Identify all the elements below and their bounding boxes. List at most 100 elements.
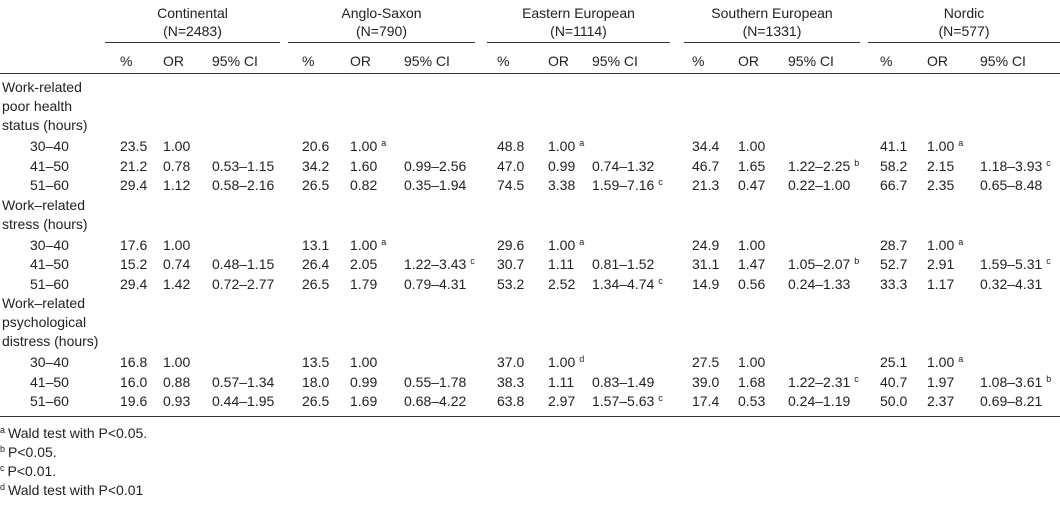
cell: 1.00 a — [927, 236, 963, 255]
cell: 0.99 — [350, 373, 378, 390]
cell-note: a — [958, 354, 964, 364]
cell: 1.47 — [738, 256, 766, 272]
row-label: 51–60 — [30, 177, 69, 193]
cell: 2.15 — [927, 157, 955, 174]
cell-value: 1.22–3.43 — [404, 256, 467, 272]
cell: 0.74–1.32 — [592, 157, 655, 174]
cell: 2.97 — [548, 393, 576, 409]
cell: 20.6 — [302, 138, 330, 154]
cell: 74.5 — [497, 177, 525, 193]
cell: 2.91 — [927, 256, 955, 272]
footnote-mark: b — [0, 443, 6, 454]
cell: 15.2 — [120, 256, 148, 272]
cell: 1.11 — [548, 373, 575, 390]
cell: 0.79–4.31 — [404, 275, 467, 292]
cell: 1.59–7.16 c — [592, 176, 663, 195]
cell: 1.00 a — [927, 137, 963, 156]
cell: 66.7 — [880, 177, 908, 193]
cell-note: c — [1046, 256, 1051, 266]
cell: 0.72–2.77 — [212, 275, 275, 292]
cell-value: 1.00 — [927, 236, 955, 253]
cell-value: 1.05–2.07 — [788, 256, 851, 272]
cell-value: 1.57–5.63 — [592, 393, 655, 409]
cell: 50.0 — [880, 393, 908, 409]
cell: 0.93 — [163, 393, 191, 409]
cell: 17.6 — [120, 236, 148, 253]
cell: 1.18–3.93 c — [980, 157, 1051, 176]
cell: 1.00 — [163, 138, 191, 154]
cell-note: a — [579, 138, 585, 148]
cell-note: b — [854, 157, 860, 168]
cell: 0.78 — [163, 157, 191, 174]
rule-line — [288, 42, 475, 43]
cell: 1.68 — [738, 373, 766, 390]
cell-value: 1.00 — [548, 236, 576, 253]
cell: 0.55–1.78 — [404, 373, 467, 390]
rule-line — [0, 73, 1060, 74]
cell: 1.22–3.43 c — [404, 255, 475, 274]
cell: 46.7 — [692, 157, 720, 174]
cell: 16.0 — [120, 373, 148, 390]
cell: 1.17 — [927, 275, 955, 292]
cell: 40.7 — [880, 373, 908, 390]
cell: 1.11 — [548, 256, 575, 272]
cell-value: 1.08–3.61 — [980, 373, 1043, 390]
section-label: Work-related poor health status (hours) — [2, 79, 88, 133]
cell: 1.00 a — [350, 236, 386, 255]
cell: 3.38 — [548, 177, 576, 193]
section-label: Work–related psychological distress (hou… — [2, 295, 99, 349]
cell: 1.00 d — [548, 353, 584, 372]
group-n: (N=1331) — [742, 23, 802, 39]
cell: 0.82 — [350, 177, 378, 193]
cell: 0.44–1.95 — [212, 393, 275, 409]
cell: 1.42 — [163, 275, 191, 292]
cell-note: b — [1046, 373, 1052, 384]
cell-value: 1.00 — [350, 138, 378, 154]
cell: 52.7 — [880, 256, 908, 272]
cell: 0.57–1.34 — [212, 373, 275, 390]
cell: 13.5 — [302, 354, 330, 370]
row-label: 41–50 — [30, 157, 69, 174]
cell-value: 1.00 — [350, 236, 378, 253]
cell: 14.9 — [692, 275, 720, 292]
cell: 29.4 — [120, 275, 148, 292]
cell: 1.60 — [350, 157, 378, 174]
cell: 16.8 — [120, 354, 148, 370]
cell: 0.24–1.33 — [788, 275, 851, 292]
cell: 1.00 a — [927, 353, 963, 372]
cell-note: c — [658, 177, 663, 187]
footnote-text: P<0.05. — [8, 443, 57, 460]
column-header: % — [880, 53, 893, 69]
cell-value: 1.59–7.16 — [592, 177, 655, 193]
cell: 0.99 — [548, 157, 576, 174]
cell: 1.00 — [738, 354, 766, 370]
cell-value: 1.59–5.31 — [980, 256, 1043, 272]
footnote: a Wald test with P<0.05. — [0, 424, 147, 443]
cell: 1.08–3.61 b — [980, 373, 1051, 392]
cell: 2.35 — [927, 177, 955, 193]
cell: 1.69 — [350, 393, 378, 409]
group-n: (N=1114) — [550, 23, 607, 39]
cell-note: a — [579, 236, 585, 247]
rule-line — [684, 42, 860, 43]
column-header: OR — [927, 53, 948, 69]
cell: 1.97 — [927, 373, 955, 390]
cell: 1.00 — [163, 236, 191, 253]
cell: 2.52 — [548, 275, 576, 292]
cell: 30.7 — [497, 256, 525, 272]
cell: 1.00 a — [548, 236, 584, 255]
cell: 17.4 — [692, 393, 720, 409]
cell: 0.24–1.19 — [788, 393, 851, 409]
row-label: 51–60 — [30, 393, 69, 409]
rule-line — [868, 42, 1060, 43]
cell-value: 1.00 — [548, 354, 576, 370]
column-header: OR — [350, 53, 371, 69]
cell: 41.1 — [880, 138, 908, 154]
cell: 0.48–1.15 — [212, 256, 275, 272]
row-label: 30–40 — [30, 138, 69, 154]
cell-value: 1.22–2.31 — [788, 373, 851, 390]
row-label: 30–40 — [30, 354, 69, 370]
cell-value: 1.00 — [927, 138, 955, 154]
cell: 26.5 — [302, 177, 330, 193]
cell: 0.99–2.56 — [404, 157, 467, 174]
